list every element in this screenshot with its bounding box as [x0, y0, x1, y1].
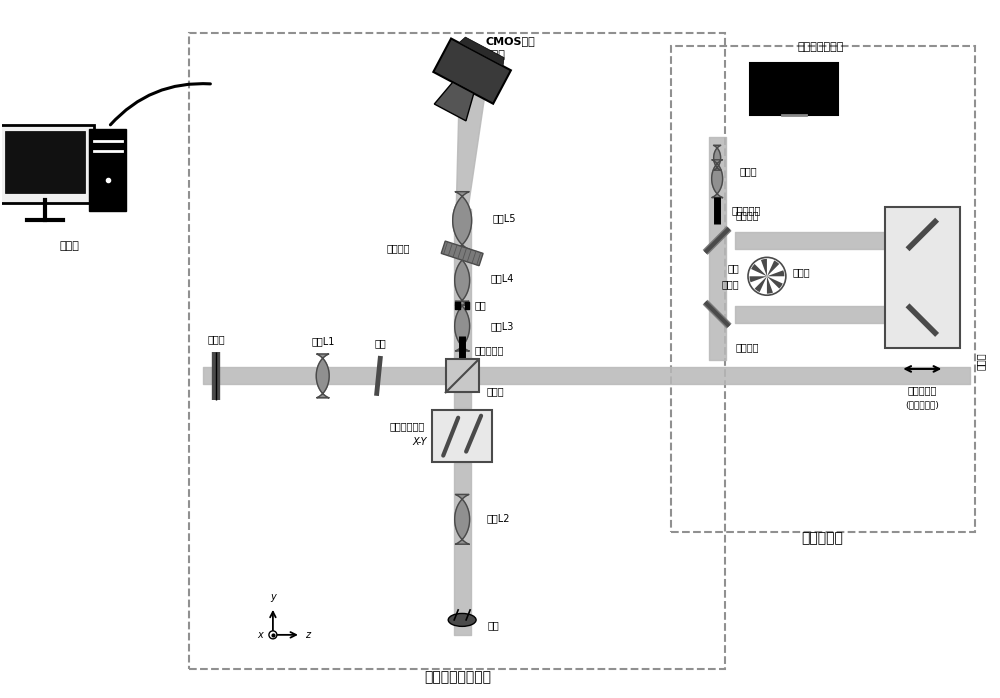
- Text: 计算机: 计算机: [60, 242, 80, 251]
- Circle shape: [748, 258, 786, 295]
- Text: 针孔: 针孔: [474, 300, 486, 310]
- Polygon shape: [767, 276, 783, 288]
- Text: 光学相干显微单元: 光学相干显微单元: [425, 671, 492, 685]
- Text: 二向色镜: 二向色镜: [735, 211, 759, 221]
- Polygon shape: [434, 82, 474, 121]
- Polygon shape: [767, 260, 779, 276]
- Text: z: z: [305, 630, 310, 640]
- Text: 探测光: 探测光: [976, 352, 986, 370]
- Text: 样品: 样品: [487, 620, 499, 630]
- FancyBboxPatch shape: [885, 207, 960, 348]
- Text: 二向色镜: 二向色镜: [735, 342, 759, 352]
- Polygon shape: [712, 160, 723, 198]
- Polygon shape: [441, 241, 483, 266]
- Text: 截止滤光片: 截止滤光片: [474, 345, 503, 355]
- Text: X-Y: X-Y: [413, 437, 427, 447]
- FancyBboxPatch shape: [432, 410, 492, 461]
- Text: 斩波器: 斩波器: [721, 279, 739, 289]
- Polygon shape: [761, 259, 767, 276]
- Text: y: y: [270, 592, 276, 602]
- Polygon shape: [750, 276, 767, 282]
- Text: CMOS线阵: CMOS线阵: [485, 36, 535, 46]
- Text: 超连续激光光源: 超连续激光光源: [798, 42, 844, 52]
- Polygon shape: [455, 494, 470, 544]
- Text: 扩束器: 扩束器: [739, 165, 757, 176]
- Polygon shape: [455, 302, 470, 351]
- Polygon shape: [767, 270, 784, 276]
- Text: (延迟可调控): (延迟可调控): [905, 401, 939, 410]
- Text: 光调制单元: 光调制单元: [802, 531, 844, 545]
- Polygon shape: [455, 255, 470, 305]
- Text: 透镜L5: 透镜L5: [492, 214, 516, 223]
- Text: 光闸: 光闸: [375, 338, 386, 348]
- Text: 光学: 光学: [727, 263, 739, 274]
- Text: 泵浦光: 泵浦光: [793, 267, 810, 277]
- Text: 参考镜: 参考镜: [207, 334, 225, 344]
- Polygon shape: [755, 276, 767, 292]
- Polygon shape: [446, 359, 479, 392]
- FancyBboxPatch shape: [750, 63, 838, 115]
- Text: 透镜L1: 透镜L1: [311, 336, 334, 346]
- Text: 二维扫描振镜: 二维扫描振镜: [389, 421, 424, 431]
- Text: 截止滤光片: 截止滤光片: [731, 205, 760, 216]
- FancyBboxPatch shape: [89, 129, 126, 211]
- Polygon shape: [433, 38, 511, 104]
- Polygon shape: [767, 276, 773, 294]
- Text: 分光镜: 分光镜: [486, 386, 504, 396]
- Text: 衍射光栅: 衍射光栅: [387, 244, 410, 253]
- Polygon shape: [456, 94, 485, 209]
- Text: 透镜L4: 透镜L4: [490, 274, 513, 283]
- FancyBboxPatch shape: [5, 131, 85, 193]
- Text: 传感器: 传感器: [485, 50, 505, 60]
- Polygon shape: [751, 264, 767, 276]
- Polygon shape: [453, 192, 472, 249]
- Text: 光学延迟线: 光学延迟线: [908, 385, 937, 395]
- Polygon shape: [714, 145, 721, 170]
- Text: 透镜L3: 透镜L3: [490, 321, 513, 331]
- FancyBboxPatch shape: [0, 125, 94, 202]
- Polygon shape: [459, 37, 504, 66]
- Polygon shape: [316, 354, 329, 398]
- Text: 透镜L2: 透镜L2: [486, 513, 510, 524]
- Ellipse shape: [448, 614, 476, 626]
- Circle shape: [269, 631, 277, 639]
- Text: x: x: [257, 630, 263, 640]
